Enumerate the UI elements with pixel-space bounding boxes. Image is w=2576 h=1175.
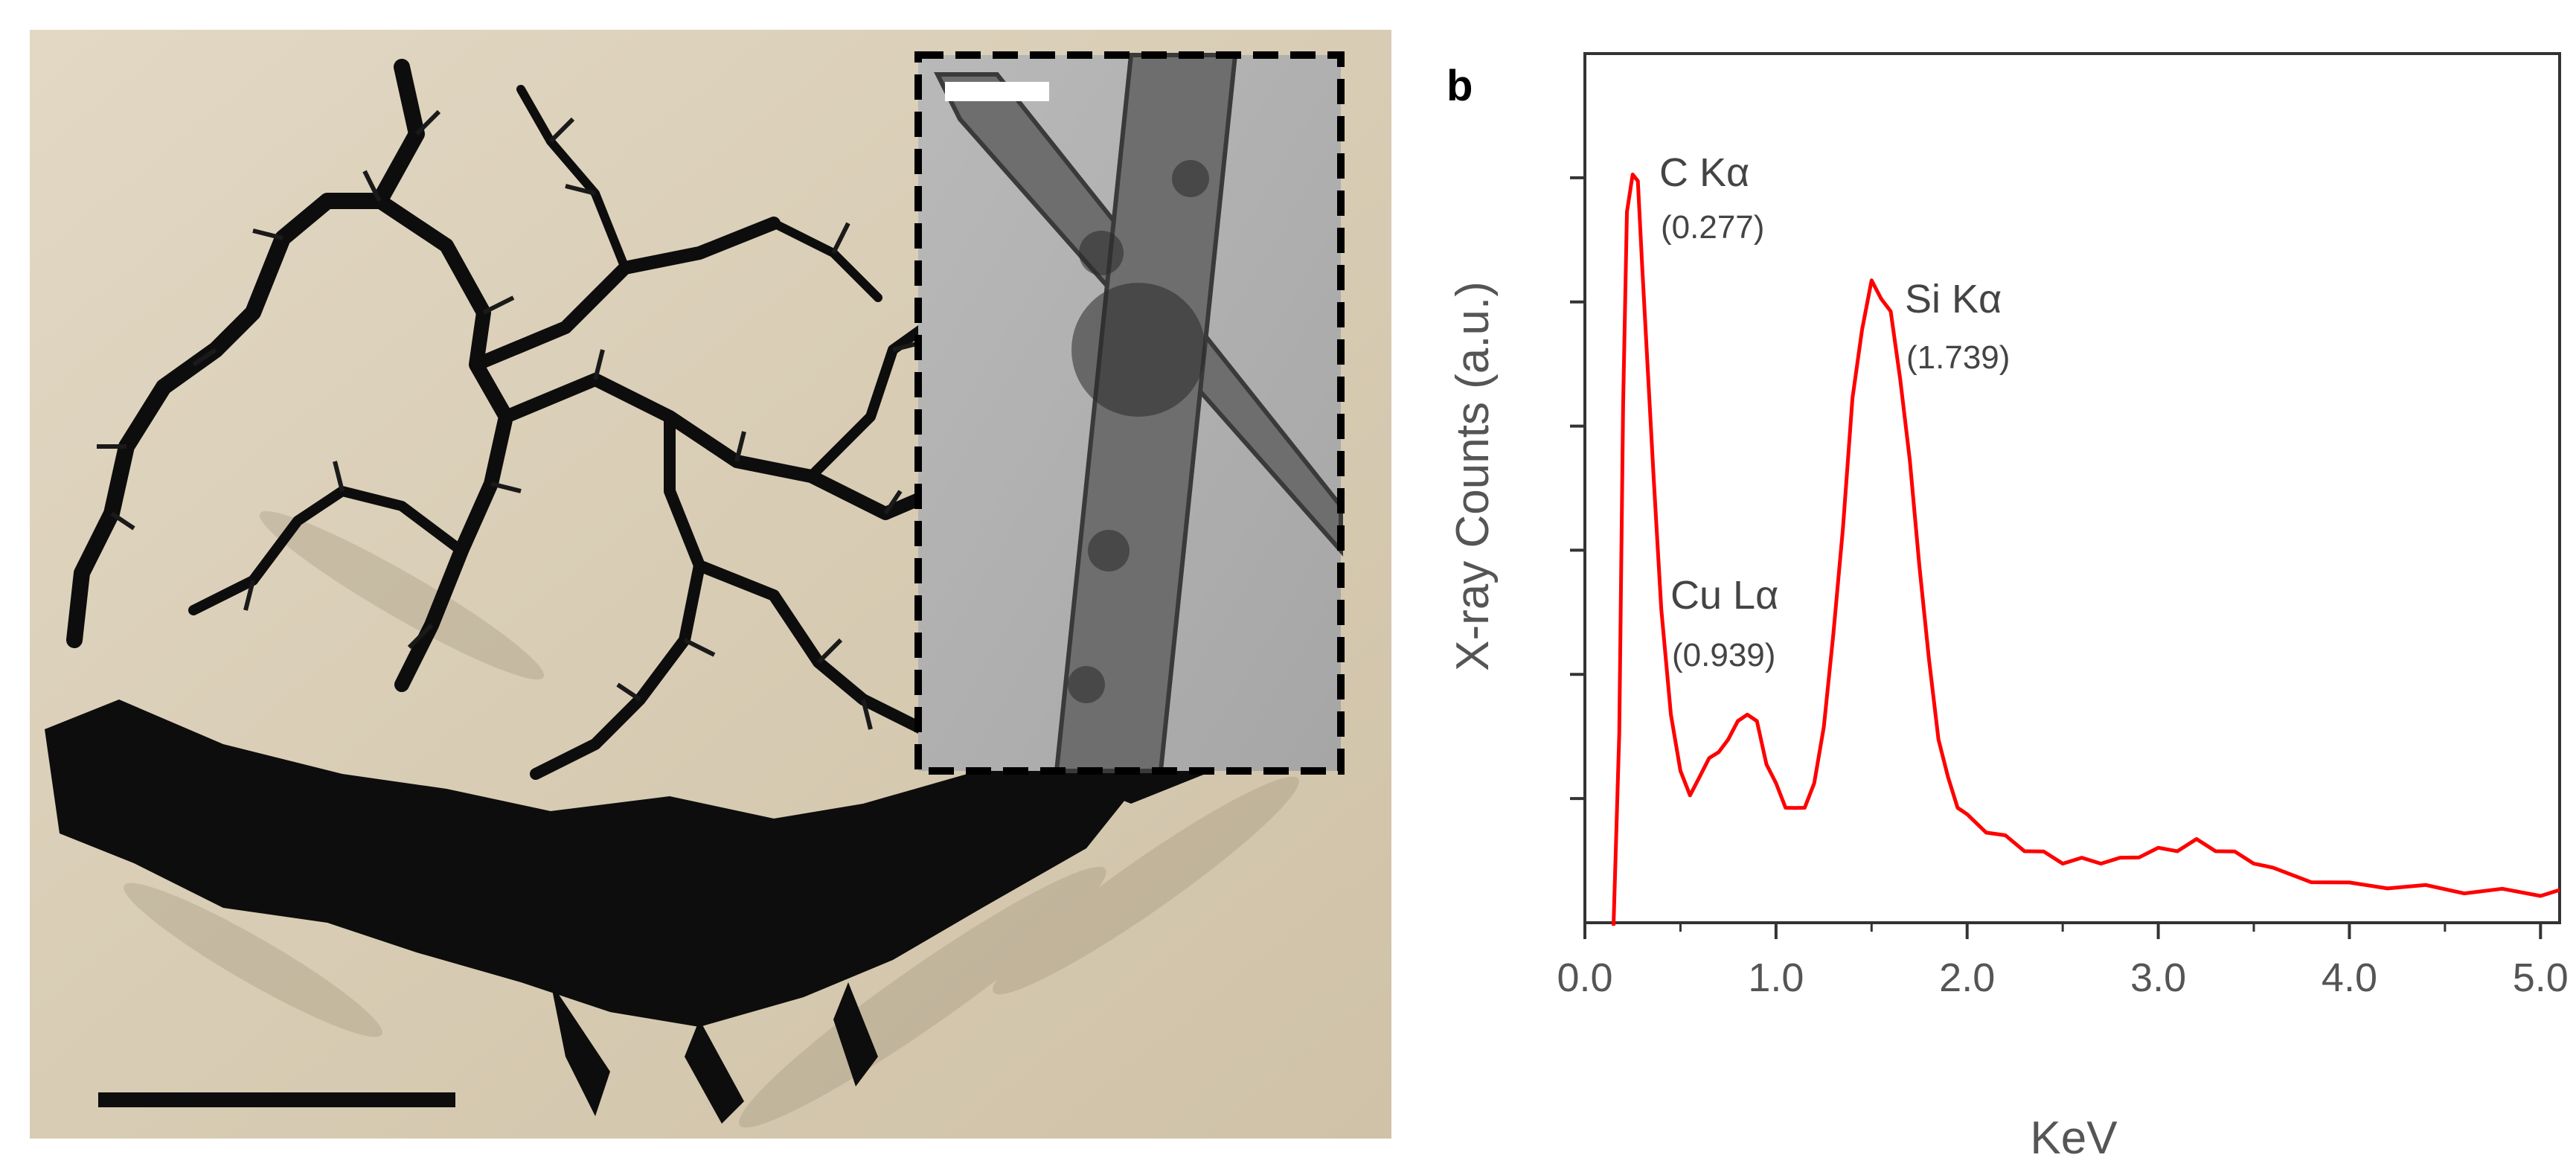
x-tick-label-2: 2.0 [1939, 955, 1995, 1000]
x-tick-label-4: 4.0 [2322, 955, 2377, 1000]
dendrite-micrograph [30, 30, 1391, 1139]
chart-svg: 0.0 1.0 2.0 3.0 4.0 5.0 C Kα (0.277) Si Kα (1.73… [1447, 52, 2569, 1164]
spectrum-line-0 [1612, 173, 2560, 926]
peak-value-0: (0.277) [1661, 209, 1764, 246]
scale-bar [98, 1092, 455, 1107]
peak-value-1: (1.739) [1906, 339, 2010, 376]
inset-tem-image [914, 51, 1345, 775]
plot-frame [1583, 52, 2561, 924]
panel-label-b: b [1446, 62, 1473, 110]
x-tick-label-0: 0.0 [1557, 955, 1612, 1000]
inset-border [914, 51, 1345, 775]
peak-label-0: C Kα [1659, 150, 1749, 195]
peak-value-2: (0.939) [1672, 637, 1775, 673]
y-axis-label: X-ray Counts (a.u.) [1447, 281, 1499, 671]
shadow-streaks [124, 510, 1299, 1128]
x-tick-label-5: 5.0 [2513, 955, 2569, 1000]
x-tick-label-1: 1.0 [1748, 955, 1804, 1000]
peak-label-2: Cu Lα [1670, 573, 1778, 618]
peak-label-1: Si Kα [1905, 277, 2002, 321]
x-axis-label: KeV [2030, 1112, 2118, 1164]
x-tick-label-3: 3.0 [2130, 955, 2186, 1000]
micrograph-illustration [30, 30, 1391, 1139]
dendrite-twigs [97, 109, 923, 730]
inset-scale-bar [945, 82, 1049, 101]
eds-spectrum-chart: 0.0 1.0 2.0 3.0 4.0 5.0 C Kα (0.277) Si Kα (1.73… [1414, 0, 2576, 1175]
